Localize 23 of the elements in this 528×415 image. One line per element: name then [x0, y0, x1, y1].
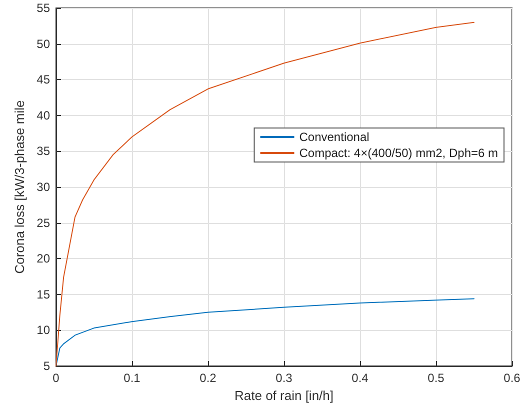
- x-tick-label: 0.2: [200, 371, 217, 385]
- y-tick-label: 5: [43, 359, 50, 373]
- y-axis-title: Corona loss [kW/3-phase mile: [12, 100, 27, 274]
- y-tick-label: 25: [36, 216, 50, 230]
- x-tick-label: 0.3: [276, 371, 293, 385]
- x-tick-label: 0.6: [504, 371, 521, 385]
- legend-label: Compact: 4×(400/50) mm2, Dph=6 m: [299, 146, 498, 160]
- x-axis-title: Rate of rain [in/h]: [234, 388, 334, 403]
- y-tick-label: 50: [36, 36, 50, 51]
- y-tick-label: 30: [36, 180, 50, 194]
- x-tick-label: 0: [52, 371, 60, 385]
- y-tick-label: 55: [36, 1, 50, 15]
- x-tick-label: 0.5: [428, 371, 445, 385]
- y-tick-label: 10: [36, 323, 50, 338]
- x-tick-label: 0.1: [124, 371, 141, 385]
- y-tick-label: 40: [36, 108, 50, 122]
- y-tick-label: 20: [36, 252, 50, 266]
- legend-label: Conventional: [299, 130, 370, 144]
- y-tick-label: 35: [36, 144, 50, 158]
- x-tick-label: 0.4: [352, 371, 369, 385]
- y-tick-label: 45: [36, 72, 50, 87]
- line-series: [56, 298, 474, 366]
- y-tick-label: 15: [36, 287, 50, 302]
